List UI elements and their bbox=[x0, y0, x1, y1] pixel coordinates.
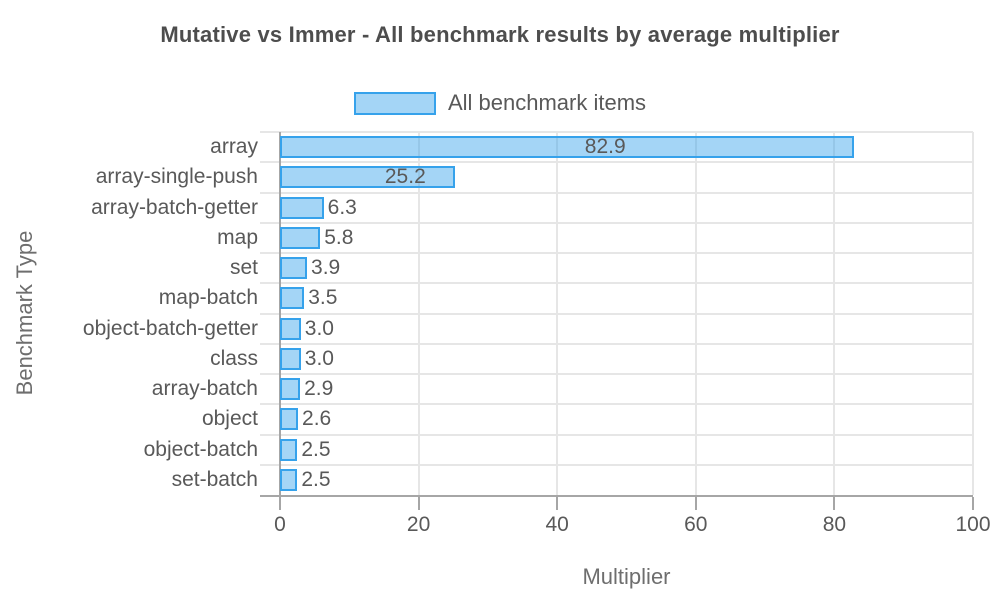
y-category-label: map-batch bbox=[158, 286, 258, 310]
h-gridline bbox=[260, 433, 973, 436]
v-gridline bbox=[694, 132, 697, 495]
bar bbox=[280, 257, 308, 280]
x-tick-mark bbox=[556, 497, 559, 510]
h-gridline bbox=[260, 191, 973, 194]
bar bbox=[280, 196, 324, 219]
h-gridline bbox=[260, 131, 973, 133]
h-gridline bbox=[260, 221, 973, 224]
bar bbox=[280, 347, 301, 370]
v-gridline bbox=[556, 132, 559, 495]
bar bbox=[280, 438, 298, 461]
bar bbox=[280, 408, 299, 431]
h-gridline bbox=[260, 282, 973, 285]
y-category-label: object-batch bbox=[143, 437, 258, 461]
y-category-label: object-batch-getter bbox=[82, 316, 258, 340]
x-axis-line bbox=[260, 495, 973, 497]
bar bbox=[280, 166, 455, 189]
bar bbox=[280, 468, 298, 491]
y-category-label: array-batch bbox=[151, 377, 258, 401]
bar-value-label: 2.9 bbox=[304, 377, 334, 401]
x-tick-label: 40 bbox=[545, 513, 569, 536]
y-category-label: array-batch-getter bbox=[91, 195, 258, 219]
bar bbox=[280, 136, 855, 159]
bar-value-label: 5.8 bbox=[324, 225, 354, 249]
x-axis-title: Multiplier bbox=[582, 564, 671, 589]
h-gridline bbox=[260, 312, 973, 315]
y-category-label: object bbox=[201, 407, 258, 431]
v-gridline bbox=[833, 132, 836, 495]
bar-value-label: 2.6 bbox=[302, 407, 332, 431]
y-category-label: class bbox=[210, 346, 258, 370]
x-tick-mark bbox=[972, 497, 974, 510]
bar bbox=[280, 287, 305, 310]
h-gridline bbox=[260, 463, 973, 466]
legend-label: All benchmark items bbox=[447, 90, 647, 115]
y-category-label: array bbox=[210, 135, 258, 159]
legend: All benchmark items bbox=[0, 90, 1000, 116]
x-tick-label: 20 bbox=[406, 513, 431, 536]
y-category-label: array-single-push bbox=[95, 165, 258, 189]
y-category-label: map bbox=[217, 225, 258, 249]
x-tick-label: 60 bbox=[684, 513, 708, 536]
x-tick-mark bbox=[417, 497, 420, 510]
h-gridline bbox=[260, 403, 973, 406]
bar-value-label: 2.5 bbox=[301, 467, 331, 491]
bar bbox=[280, 317, 301, 340]
bar-value-label: 3.9 bbox=[311, 256, 341, 280]
bar-value-label: 25.2 bbox=[384, 165, 426, 189]
bar-value-label: 82.9 bbox=[584, 135, 626, 159]
bar bbox=[280, 226, 321, 249]
bar-value-label: 3.0 bbox=[304, 346, 334, 370]
x-tick-mark bbox=[833, 497, 836, 510]
bar-value-label: 3.5 bbox=[308, 286, 338, 310]
bar-value-label: 6.3 bbox=[327, 195, 357, 219]
v-gridline bbox=[972, 132, 974, 495]
bar bbox=[280, 378, 301, 401]
h-gridline bbox=[260, 342, 973, 345]
chart-title: Mutative vs Immer - All benchmark result… bbox=[160, 22, 840, 47]
y-category-label: set-batch bbox=[171, 467, 258, 491]
x-tick-label: 0 bbox=[274, 513, 286, 536]
v-gridline bbox=[417, 132, 420, 495]
y-category-label: set bbox=[229, 256, 258, 280]
h-gridline bbox=[260, 161, 973, 164]
x-tick-mark bbox=[694, 497, 697, 510]
bar-value-label: 2.5 bbox=[301, 437, 331, 461]
legend-swatch-icon bbox=[353, 91, 436, 115]
x-tick-label: 100 bbox=[955, 513, 991, 536]
x-tick-label: 80 bbox=[822, 513, 847, 536]
h-gridline bbox=[260, 252, 973, 254]
h-gridline bbox=[260, 373, 973, 375]
bar-value-label: 3.0 bbox=[304, 316, 334, 340]
